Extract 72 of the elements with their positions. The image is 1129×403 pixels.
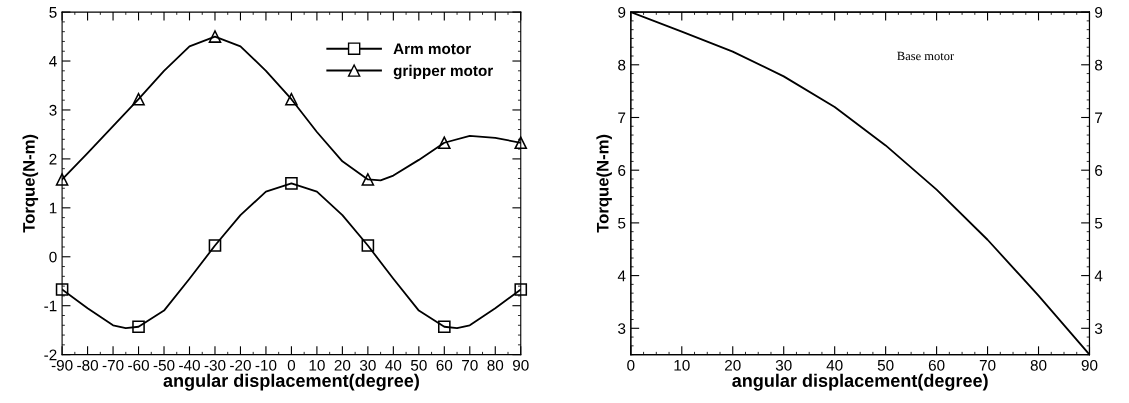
x-tick-label: 70 (462, 359, 478, 371)
point (437, 136, 451, 150)
y-tick-label: 3 (618, 323, 626, 334)
x-tick-label: 40 (826, 359, 843, 371)
y-tick-label: -1 (44, 300, 57, 312)
x-tick-label: 30 (775, 359, 792, 371)
y-tick-label: -2 (44, 349, 57, 361)
x-tick-label: 60 (928, 359, 945, 371)
x-tick-label: 70 (979, 359, 996, 371)
y-tick-label: 9 (618, 6, 626, 18)
x-tick-label: 60 (436, 359, 453, 371)
x-tick-label: 80 (1030, 359, 1047, 371)
legend-label: Arm motor (393, 43, 471, 55)
y2-tick-label: 8 (1095, 59, 1103, 71)
y-tick-label: 5 (618, 217, 626, 229)
x-tick-label: 0 (287, 359, 296, 371)
x-tick-label: -50 (153, 359, 175, 371)
x-tick-label: -60 (128, 359, 149, 371)
point (208, 30, 222, 43)
y2-tick-label: 6 (1095, 165, 1103, 176)
y-tick-label: 7 (618, 112, 626, 124)
x-tick-label: 90 (1081, 359, 1098, 371)
y-tick-label: 8 (618, 59, 626, 71)
x-axis-title: angular displacement(degree) (732, 373, 988, 391)
x-tick-label: -20 (230, 359, 251, 371)
y2-tick-label: 4 (1094, 270, 1103, 282)
point (514, 136, 528, 150)
point (285, 92, 298, 106)
y-tick-label: 4 (49, 56, 57, 67)
annotation: Base motor (897, 51, 955, 61)
point (361, 239, 375, 252)
point (208, 239, 222, 252)
x-tick-label: 20 (725, 359, 741, 371)
x-tick-label: 10 (674, 359, 690, 371)
point (514, 283, 528, 296)
x-tick-label: 80 (487, 359, 504, 371)
x-tick-label: 20 (334, 359, 351, 371)
point (361, 173, 375, 186)
x-axis-title: angular displacement(degree) (163, 373, 419, 391)
x-tick-label: -90 (51, 359, 73, 371)
x-tick-label: 0 (627, 359, 635, 371)
x-tick-label: -70 (102, 359, 124, 371)
y-tick-label: 0 (49, 251, 57, 263)
x-tick-label: 50 (877, 359, 894, 371)
y-tick-label: 2 (49, 153, 57, 165)
x-tick-label: -30 (204, 359, 226, 371)
y-axis-title: Torque(N-m) (22, 134, 39, 233)
point (132, 92, 145, 106)
x-tick-label: -40 (179, 359, 200, 371)
x-tick-label: -10 (255, 359, 277, 371)
x-tick-label: 40 (385, 359, 402, 371)
y-tick-label: 3 (49, 104, 57, 116)
point (132, 320, 145, 334)
x-tick-label: 10 (309, 359, 325, 371)
y-tick-label: 4 (617, 270, 626, 282)
x-tick-label: 30 (359, 359, 376, 371)
y2-tick-label: 5 (1094, 217, 1103, 229)
point (55, 173, 69, 186)
y2-tick-label: 7 (1095, 112, 1103, 124)
point (437, 320, 451, 334)
legend-label: gripper motor (393, 64, 494, 80)
x-tick-label: -80 (77, 359, 99, 371)
x-tick-label: 50 (410, 359, 427, 371)
x-tick-label: 90 (512, 359, 529, 371)
y-tick-label: 6 (618, 165, 626, 176)
y-axis-title: Torque(N-m) (596, 134, 612, 233)
y2-tick-label: 3 (1094, 323, 1103, 334)
point (285, 177, 298, 190)
y2-tick-label: 9 (1095, 6, 1103, 18)
y-tick-label: 1 (49, 202, 57, 214)
point (55, 283, 69, 296)
y-tick-label: 5 (49, 7, 57, 18)
